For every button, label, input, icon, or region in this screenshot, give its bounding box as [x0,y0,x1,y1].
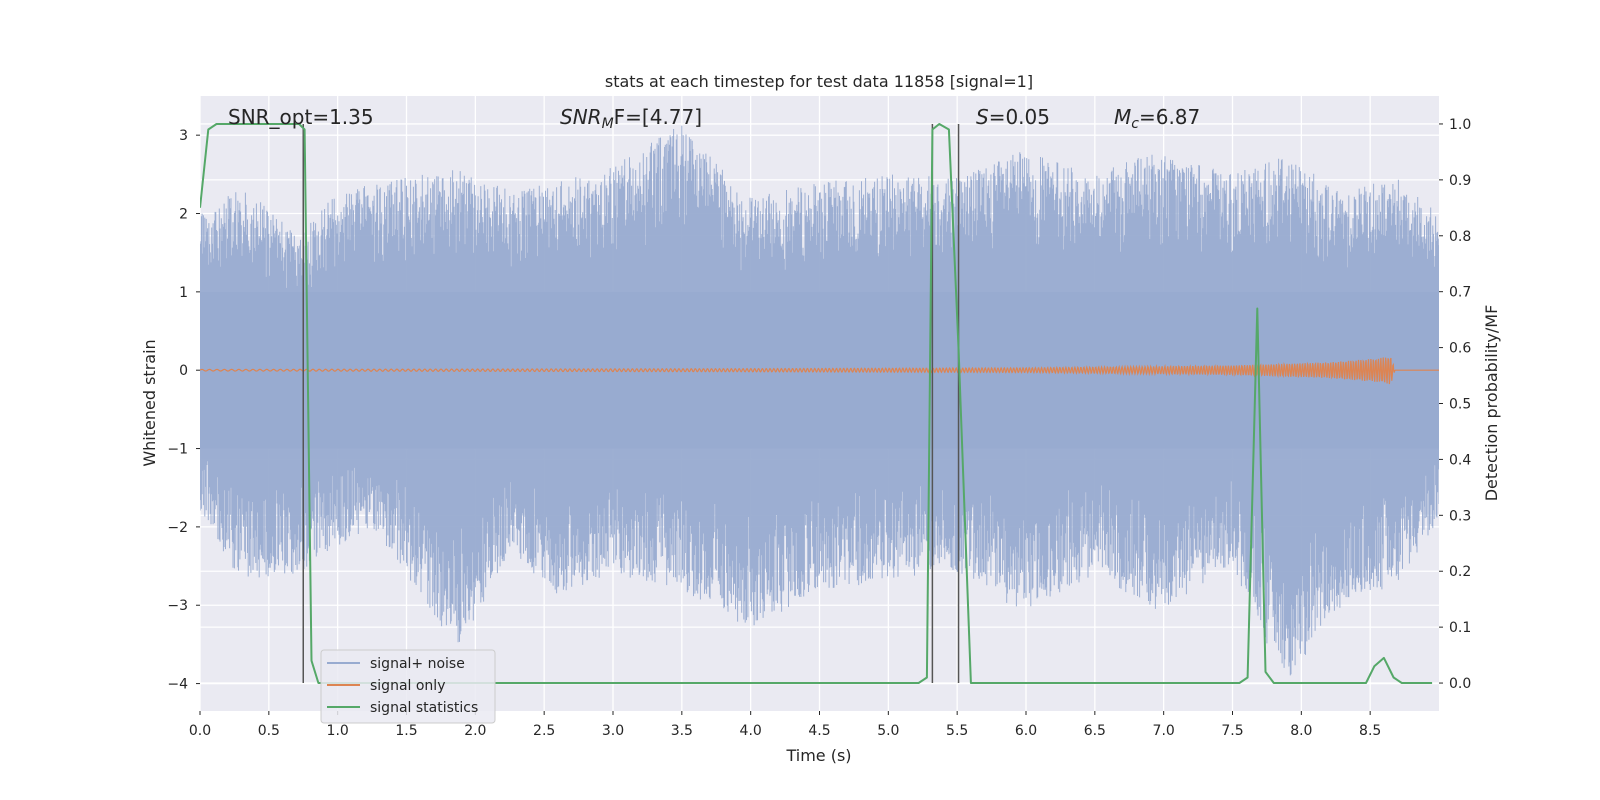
series-signal-statistics [200,123,1433,684]
y2-axis-ticks: 1.0 0.9 0.8 0.7 0.6 0.5 0.4 0.3 0.2 0.1 0.0 [1439,117,1471,692]
x-tick-label: 5.0 [877,723,899,739]
snr-mf-sub: M [602,116,614,132]
snr-mf-main: SNR [560,105,602,129]
y2-tick-label: 0.6 [1449,341,1471,357]
y2-axis-label: Detection probability/MF [1482,305,1501,502]
snr-opt-annotation: SNR_opt=1.35 [228,105,374,129]
legend-label-signal-noise: signal+ noise [370,656,465,672]
y2-tick-label: 0.8 [1449,229,1471,245]
signal-only-line [200,357,1439,385]
signal-statistics-line [200,123,1433,684]
legend-label-signal-only: signal only [370,678,445,694]
x-axis-ticks: 0.0 0.5 1.0 1.5 2.0 2.5 3.0 3.5 4.0 4.5 5.0 5.5 6.0 6… [189,711,1381,739]
x-tick-label: 2.0 [464,723,486,739]
y2-tick-label: 0.5 [1449,397,1471,413]
x-tick-label: 2.5 [533,723,555,739]
legend: signal+ noise signal only signal statist… [320,649,496,724]
x-tick-label: 6.0 [1015,723,1037,739]
x-tick-label: 8.0 [1290,723,1312,739]
y-axis-label: Whitened strain [140,339,159,466]
y2-tick-label: 1.0 [1449,117,1471,133]
y2-tick-label: 0.7 [1449,285,1471,301]
x-tick-label: 4.5 [808,723,830,739]
legend-label-signal-statistics: signal statistics [370,700,478,716]
mc-sub: c [1131,116,1139,132]
y-tick-label: 3 [179,128,188,144]
snr-mf-annotation: SNRMF=[4.77] [560,105,702,132]
y-axis-ticks: 3 2 1 0 −1 −2 −3 −4 [167,128,200,693]
y2-tick-label: 0.9 [1449,173,1471,189]
chart-title: stats at each timestep for test data 118… [605,72,1033,91]
y-tick-label: 0 [179,363,188,379]
y-tick-label: −4 [167,677,188,693]
y-tick-label: −2 [167,520,188,536]
mc-rest: =6.87 [1139,105,1200,129]
x-tick-label: 4.0 [740,723,762,739]
x-tick-label: 8.5 [1359,723,1381,739]
y2-tick-label: 0.2 [1449,564,1471,580]
y-tick-label: 1 [179,285,188,301]
x-tick-label: 3.0 [602,723,624,739]
s-annotation: S=0.05 [976,105,1050,129]
plot-area [200,123,1439,684]
s-var: S [976,105,989,129]
x-tick-label: 0.0 [189,723,211,739]
y-tick-label: 2 [179,207,188,223]
y2-tick-label: 0.4 [1449,452,1471,468]
y-tick-label: −1 [167,442,188,458]
snr-mf-rest: F=[4.77] [614,105,702,129]
x-tick-label: 5.5 [946,723,968,739]
y-tick-label: −3 [167,598,188,614]
x-tick-label: 3.5 [671,723,693,739]
y2-tick-label: 0.3 [1449,508,1471,524]
mc-var: M [1114,105,1131,129]
x-axis-label: Time (s) [785,746,851,765]
x-tick-label: 7.0 [1153,723,1175,739]
mc-annotation: Mc=6.87 [1114,105,1200,132]
legend-box [320,649,496,724]
series-signal-only [200,357,1439,385]
s-rest: =0.05 [989,105,1050,129]
x-tick-label: 1.5 [395,723,417,739]
x-tick-label: 0.5 [258,723,280,739]
y2-tick-label: 0.1 [1449,620,1471,636]
x-tick-label: 1.0 [327,723,349,739]
y2-tick-label: 0.0 [1449,676,1471,692]
x-tick-label: 7.5 [1221,723,1243,739]
x-tick-label: 6.5 [1084,723,1106,739]
